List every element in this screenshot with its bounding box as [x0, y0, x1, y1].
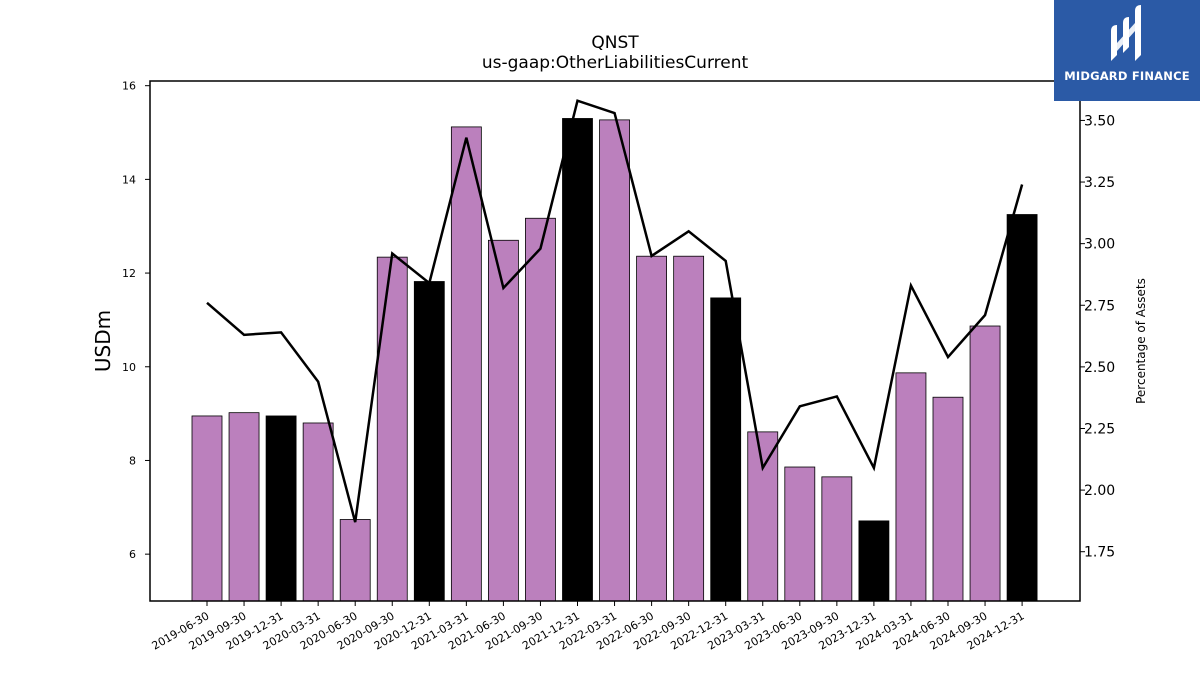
percentage-line	[206, 99, 1024, 523]
bar-2024-06-30	[932, 396, 964, 602]
right-tick-label: 3.25	[1084, 175, 1115, 191]
bar-2023-12-31	[858, 520, 890, 602]
chart-subtitle: us-gaap:OtherLiabilitiesCurrent	[482, 53, 749, 73]
bar-2021-06-30	[487, 239, 519, 602]
bar-2024-12-31	[1006, 214, 1038, 602]
bar-2021-09-30	[525, 217, 556, 602]
bar-2020-06-30	[339, 519, 371, 602]
left-axis: 6 8 10 12 14 16	[122, 80, 150, 561]
bar-2020-12-31	[413, 281, 445, 602]
bar-2022-12-31	[710, 297, 742, 602]
brand-logo: MIDGARD FINANCE	[1054, 0, 1200, 101]
bar-2024-09-30	[969, 325, 1001, 602]
bar-2024-03-31	[895, 372, 927, 602]
bar-2019-09-30	[228, 412, 260, 602]
right-tick-label: 2.50	[1084, 360, 1115, 376]
midgard-logo-icon	[1111, 5, 1141, 61]
left-tick-label: 10	[122, 361, 136, 374]
bar-2020-09-30	[376, 256, 408, 602]
brand-name: MIDGARD FINANCE	[1064, 69, 1190, 83]
right-axis: 1.75 2.00 2.25 2.50 2.75 3.00 3.25 3.50	[1080, 113, 1115, 561]
y2-axis-label: Percentage of Assets	[1134, 278, 1148, 404]
bar-2023-03-31	[747, 431, 779, 602]
y-axis-label: USDm	[91, 310, 115, 372]
bar-2023-06-30	[784, 466, 816, 602]
bars-group	[191, 118, 1038, 602]
right-tick-label: 3.50	[1084, 113, 1115, 129]
bar-2021-03-31	[450, 126, 482, 602]
right-tick-label: 2.75	[1084, 298, 1115, 314]
bar-2021-12-31	[562, 118, 593, 602]
right-tick-label: 3.00	[1084, 237, 1115, 253]
right-tick-label: 1.75	[1084, 545, 1115, 561]
bar-2022-06-30	[636, 255, 667, 602]
x-axis: 2019-06-302019-09-302019-12-312020-03-31…	[150, 601, 1027, 653]
left-tick-label: 6	[129, 548, 136, 561]
chart-title: QNST	[591, 33, 639, 53]
bar-2022-03-31	[599, 119, 630, 602]
bar-2019-06-30	[191, 415, 223, 602]
right-tick-label: 2.00	[1084, 483, 1115, 499]
bar-2023-09-30	[821, 476, 853, 602]
right-tick-label: 2.25	[1084, 421, 1115, 437]
left-tick-label: 12	[122, 267, 136, 280]
bar-2019-12-31	[265, 415, 297, 602]
bar-2020-03-31	[302, 422, 334, 602]
left-tick-label: 14	[122, 173, 136, 186]
left-tick-label: 16	[122, 80, 136, 93]
left-tick-label: 8	[129, 454, 136, 467]
percentage-line-group	[206, 99, 1024, 523]
bar-2022-09-30	[673, 255, 705, 602]
